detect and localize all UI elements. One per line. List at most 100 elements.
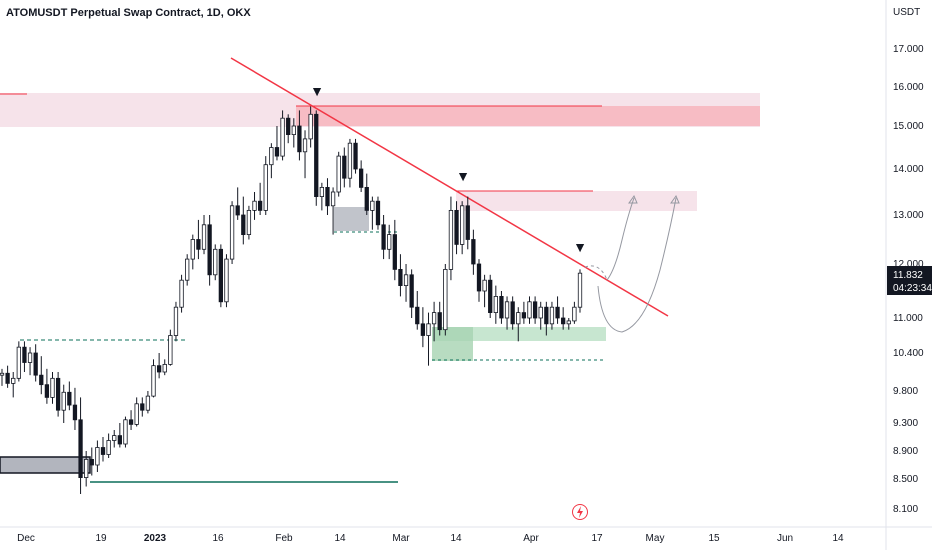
candle-down xyxy=(33,352,38,376)
candle-down xyxy=(476,263,482,292)
pivot-marker-2: ▼ xyxy=(456,168,470,184)
candle-down xyxy=(196,239,201,250)
candle-up xyxy=(387,234,392,250)
candle-up xyxy=(27,352,33,363)
candle-up xyxy=(95,447,100,466)
price-tick-label: 15.000 xyxy=(893,121,924,132)
time-tick-label: Apr xyxy=(523,533,539,544)
candle-up xyxy=(493,295,498,313)
descending-trendline[interactable] xyxy=(230,57,669,317)
candle-down xyxy=(392,234,397,270)
candle-up xyxy=(112,435,117,441)
candle-down xyxy=(297,125,302,153)
candle-down xyxy=(364,186,369,211)
candle-down xyxy=(398,268,403,286)
candle-down xyxy=(437,312,442,331)
candle-up xyxy=(527,301,532,319)
candle-up xyxy=(347,142,353,179)
candle-down xyxy=(44,384,50,398)
candle-up xyxy=(252,200,257,211)
price-scale[interactable]: 17.000 16.000 15.000 14.000 13.000 12.000 11.0… xyxy=(893,44,924,515)
candle-up xyxy=(336,155,341,193)
chart-title: ATOMUSDT Perpetual Swap Contract, 1D, OK… xyxy=(6,7,251,19)
candle-down xyxy=(156,365,162,373)
candle-down xyxy=(314,113,319,198)
candle-down xyxy=(286,117,291,135)
time-tick-label: Feb xyxy=(275,533,293,544)
candle-up xyxy=(308,113,313,140)
candle-up xyxy=(448,209,454,270)
candle-up xyxy=(482,279,487,292)
candle-up xyxy=(229,205,235,260)
candle-down xyxy=(488,279,493,314)
price-tick-label: 8.500 xyxy=(893,474,918,485)
time-tick-label: 17 xyxy=(591,533,603,544)
candle-up xyxy=(516,312,521,325)
candle-up xyxy=(403,274,409,286)
candle-down xyxy=(207,224,212,276)
candle-down xyxy=(510,301,515,325)
price-tick-label: 9.300 xyxy=(893,418,918,429)
candle-down xyxy=(5,372,10,384)
forecast-arrow-1 xyxy=(628,194,638,204)
price-tick-label: 13.000 xyxy=(893,210,924,221)
candle-down xyxy=(342,155,347,179)
candle-down xyxy=(257,200,263,211)
candle-up xyxy=(291,125,296,135)
candle-up xyxy=(443,268,448,331)
candle-up xyxy=(185,258,190,281)
price-tick-label: 11.000 xyxy=(893,313,923,324)
time-tick-label: Jun xyxy=(777,533,793,544)
candle-down xyxy=(117,435,122,445)
candle-down xyxy=(67,391,72,406)
price-tick-label: 14.000 xyxy=(893,164,924,175)
price-tick-label: 12.000 xyxy=(893,259,924,270)
candle-down xyxy=(55,377,61,411)
time-tick-label: 19 xyxy=(95,533,107,544)
grey-zone-feb xyxy=(334,207,369,231)
grey-zone-dec xyxy=(0,456,91,474)
candle-down xyxy=(72,404,78,421)
candle-down xyxy=(521,312,527,319)
candle-up xyxy=(431,312,437,325)
candle-down xyxy=(381,224,386,250)
candle-up xyxy=(61,391,66,411)
candle-down xyxy=(465,205,470,240)
time-scale[interactable]: Dec 19 2023 16 Feb 14 Mar 14 Apr 17 May 15 Jun 14 xyxy=(17,533,844,544)
last-price-value: 11.832 xyxy=(893,270,923,281)
time-tick-label: 14 xyxy=(450,533,462,544)
candle-down xyxy=(218,248,223,303)
candle-down xyxy=(471,239,476,265)
candle-up xyxy=(106,440,111,455)
candle-up xyxy=(504,301,510,319)
price-tick-label: 9.800 xyxy=(893,386,918,397)
candle-up xyxy=(572,306,577,322)
candle-up xyxy=(123,419,128,445)
pivot-marker-3: ▼ xyxy=(573,239,587,255)
price-tick-label: 17.000 xyxy=(893,44,924,55)
price-tick-label: 16.000 xyxy=(893,82,924,93)
candle-down xyxy=(454,209,459,245)
flash-icon[interactable] xyxy=(572,504,588,520)
candle-down xyxy=(555,306,560,319)
candle-down xyxy=(499,295,504,319)
candle-up xyxy=(302,138,308,153)
forecast-arrow-2 xyxy=(670,194,680,204)
price-tick-label: 8.900 xyxy=(893,446,918,457)
candle-down xyxy=(128,419,134,425)
price-tick-label: 10.400 xyxy=(893,348,924,359)
candle-up xyxy=(330,191,336,207)
candle-up xyxy=(319,186,325,197)
time-tick-label: 14 xyxy=(334,533,346,544)
candle-down xyxy=(359,168,364,188)
candle-down xyxy=(409,274,414,308)
candle-down xyxy=(353,142,358,170)
candlestick-series xyxy=(0,106,583,494)
candle-up xyxy=(280,117,285,157)
candle-up xyxy=(11,377,16,384)
candle-up xyxy=(173,306,179,336)
candle-down xyxy=(375,200,381,226)
candle-up xyxy=(134,403,139,425)
candle-up xyxy=(151,365,156,397)
